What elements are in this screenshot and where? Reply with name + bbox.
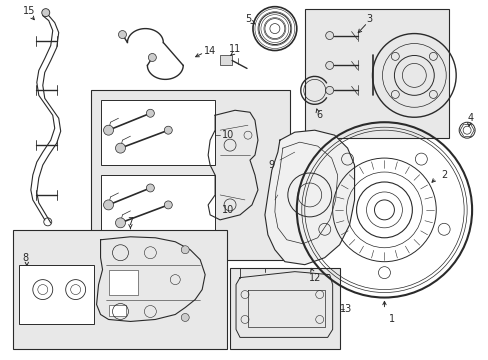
Polygon shape	[264, 130, 354, 265]
Bar	[101, 175, 215, 240]
Circle shape	[103, 125, 113, 135]
Text: 3: 3	[366, 14, 372, 24]
Circle shape	[103, 200, 113, 210]
Text: 4: 4	[467, 113, 473, 123]
Circle shape	[148, 54, 156, 62]
Text: 6: 6	[316, 110, 322, 120]
Circle shape	[325, 62, 333, 69]
Circle shape	[164, 126, 172, 134]
Bar	[108, 270, 138, 294]
Text: 10: 10	[222, 130, 234, 140]
Bar	[229, 268, 339, 349]
Circle shape	[146, 109, 154, 117]
Circle shape	[118, 31, 126, 39]
Circle shape	[41, 9, 50, 17]
Circle shape	[181, 314, 189, 321]
Bar	[304, 9, 448, 138]
Circle shape	[325, 86, 333, 94]
Circle shape	[115, 218, 125, 228]
Text: 11: 11	[228, 44, 241, 54]
Text: 15: 15	[22, 6, 35, 15]
Bar	[19, 265, 93, 324]
Circle shape	[164, 201, 172, 209]
Bar	[220, 55, 232, 66]
Text: 2: 2	[440, 170, 447, 180]
Text: 8: 8	[23, 253, 29, 263]
Bar	[13, 230, 226, 349]
Bar	[108, 305, 126, 316]
Text: 5: 5	[244, 14, 251, 24]
Circle shape	[115, 143, 125, 153]
Text: 1: 1	[388, 314, 395, 324]
Bar	[90, 90, 289, 260]
Bar	[101, 100, 215, 165]
Circle shape	[181, 246, 189, 254]
Text: 12: 12	[308, 273, 320, 283]
Text: 10: 10	[222, 205, 234, 215]
Text: 14: 14	[203, 45, 216, 55]
Text: 9: 9	[268, 160, 274, 170]
Circle shape	[325, 32, 333, 40]
Circle shape	[146, 184, 154, 192]
Text: 13: 13	[339, 305, 351, 315]
Text: 7: 7	[127, 217, 133, 227]
